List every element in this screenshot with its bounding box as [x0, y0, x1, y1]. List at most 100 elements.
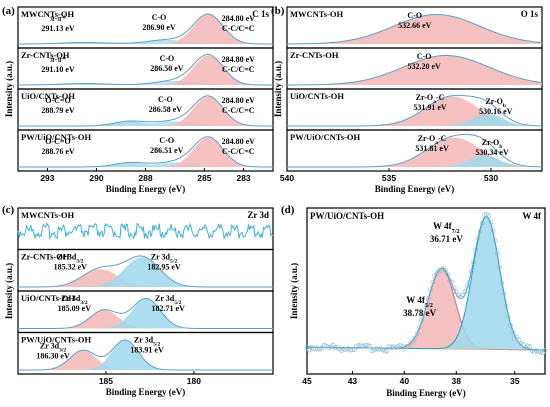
- x-tick-label: 293: [40, 173, 54, 183]
- x-tick-label: 540: [280, 173, 294, 183]
- data-point: [313, 346, 318, 351]
- panel-1: (b)Intensity (a.u.)MWCNTs-OH O 1sC-O532.6…: [271, 5, 543, 194]
- x-axis-label: Binding Energy (eV): [375, 184, 455, 194]
- data-point: [536, 349, 541, 354]
- peak-label: 291.13 eV: [41, 24, 75, 33]
- sample-label: UiO/CNTs-OH: [290, 91, 344, 101]
- peak-label: 36.71 eV: [430, 234, 463, 244]
- data-point: [376, 346, 381, 352]
- data-point: [469, 269, 474, 274]
- data-point: [434, 271, 440, 276]
- plot-frame: [306, 207, 546, 375]
- data-point: [386, 344, 392, 349]
- data-point: [471, 259, 476, 265]
- data-point: [503, 303, 509, 309]
- data-point: [332, 345, 338, 350]
- subplot-frame: [286, 129, 543, 172]
- peak-fill-1: [18, 340, 273, 370]
- peak-label: 182.71 eV: [152, 304, 186, 313]
- data-point: [490, 228, 496, 234]
- data-point: [475, 236, 481, 241]
- peak-label: 531.91 eV: [413, 103, 447, 112]
- x-axis-label: Binding Energy (eV): [106, 387, 186, 397]
- peak-label: C-O: [407, 11, 422, 20]
- peak-label: 286.58 eV: [149, 105, 183, 114]
- sample-label: MWCNTs-OH: [290, 9, 343, 19]
- peak-fill-1: [18, 121, 273, 126]
- data-point: [464, 283, 470, 289]
- x-tick-label: 535: [382, 173, 396, 183]
- x-tick-label: 288: [138, 173, 152, 183]
- sample-label: UiO/CNTs-OH: [21, 293, 75, 303]
- data-point: [462, 289, 468, 294]
- data-point: [412, 335, 418, 341]
- panel-0: (a)Intensity (a.u.)MWCNTs-OH C 1sπ-π*291.…: [2, 5, 274, 194]
- spectrum-line: [287, 94, 543, 127]
- data-point: [352, 347, 357, 353]
- sample-label: PW/UiO/CNTs-OH: [21, 335, 91, 345]
- x-tick-label: 185: [99, 376, 113, 386]
- x-tick-label: 290: [89, 173, 103, 183]
- peak-label: C-C/C=C: [222, 106, 255, 115]
- spectrum-line: [18, 136, 273, 168]
- peak-label: C-O: [160, 54, 175, 63]
- data-point: [482, 212, 487, 218]
- peak-label: 284.80 eV: [222, 137, 256, 146]
- peak-label: W 4f7/2: [433, 221, 460, 235]
- data-point: [533, 348, 539, 354]
- peak-fill-0: [287, 14, 542, 44]
- peak-fill-2: [18, 55, 273, 85]
- spectrum-line: [18, 255, 273, 288]
- x-tick-label: 180: [187, 376, 201, 386]
- peak-fill-0: [18, 121, 273, 126]
- peak-fill-0: [18, 350, 273, 370]
- data-point: [365, 343, 370, 348]
- y-axis-label: Intensity (a.u.): [289, 263, 299, 319]
- sample-label: MWCNTs-OH: [21, 9, 74, 19]
- data-point: [389, 345, 394, 350]
- data-point: [479, 220, 485, 226]
- peak-label: C-O: [159, 136, 174, 145]
- sample-label: Zr-CNTs-OH: [290, 50, 339, 60]
- data-point: [477, 228, 483, 234]
- sample-label: MWCNTs-OH: [21, 210, 74, 220]
- x-axis-label: Binding Energy (eV): [386, 388, 466, 398]
- peak-label: 186.30 eV: [36, 352, 70, 361]
- data-point: [356, 342, 362, 348]
- sample-label: PW/UiO/CNTs-OH: [21, 132, 91, 142]
- peak-fill-1: [18, 80, 273, 85]
- data-point: [510, 329, 515, 335]
- panel-label: (b): [271, 5, 285, 17]
- sample-label: Zr-CNTs-OH: [21, 50, 70, 60]
- peak-label: 284.80 eV: [222, 14, 256, 23]
- peak-label: π-π*: [50, 14, 66, 23]
- peak-label: 286.90 eV: [142, 23, 176, 32]
- peak-label: 286.50 eV: [150, 64, 184, 73]
- panel-title: W 4f: [522, 211, 542, 221]
- data-point: [419, 318, 425, 323]
- data-point: [406, 343, 412, 349]
- peak-label: C-O: [152, 13, 167, 22]
- data-point: [451, 285, 457, 291]
- data-point: [495, 250, 500, 256]
- sample-label: Zr-CNTs-OH: [21, 252, 70, 262]
- x-tick-label: 40: [400, 376, 410, 386]
- data-point: [449, 279, 455, 285]
- subplot-0: MWCNTs-OH Zr 3d: [17, 207, 274, 251]
- data-point: [499, 280, 505, 286]
- data-point: [415, 330, 420, 336]
- data-point: [525, 343, 531, 349]
- peak-label: 288.76 eV: [41, 147, 75, 156]
- peak-label: 530.34 eV: [475, 148, 509, 157]
- peak-fill-1: [287, 155, 542, 167]
- data-point: [423, 304, 429, 310]
- spectrum-line: [17, 222, 274, 241]
- x-tick-label: 283: [236, 173, 250, 183]
